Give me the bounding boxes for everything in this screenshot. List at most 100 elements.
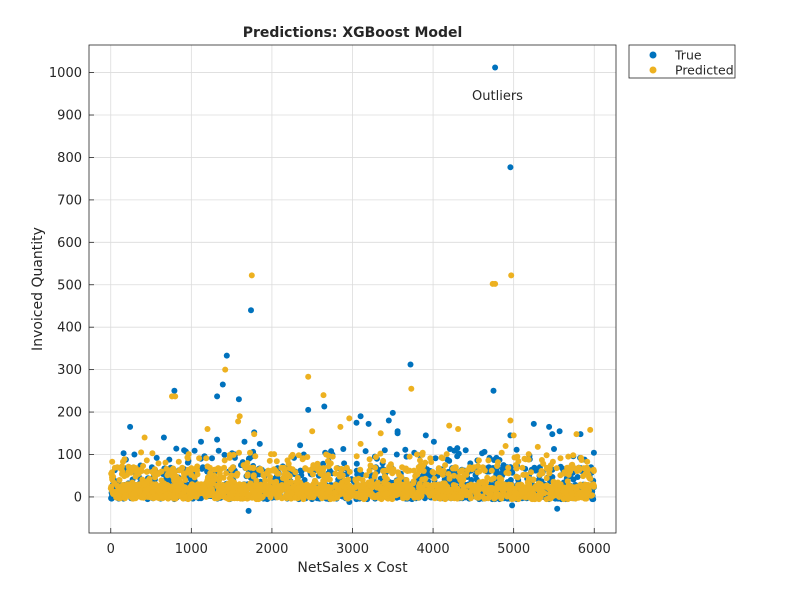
point-true xyxy=(554,505,561,512)
point-predicted xyxy=(203,479,210,486)
point-predicted xyxy=(185,455,191,462)
point-predicted xyxy=(224,480,231,487)
y-tick-label: 500 xyxy=(57,278,82,293)
point-predicted xyxy=(567,486,574,493)
point-predicted xyxy=(221,457,228,464)
point-predicted xyxy=(424,481,431,488)
point-predicted xyxy=(439,471,446,478)
point-predicted xyxy=(491,495,498,502)
point-predicted xyxy=(323,451,330,458)
point-predicted xyxy=(211,466,218,473)
point-predicted xyxy=(466,464,473,471)
point-predicted xyxy=(590,483,597,490)
point-true xyxy=(235,396,242,403)
point-predicted xyxy=(233,472,239,479)
point-predicted xyxy=(310,462,317,469)
point-predicted xyxy=(444,488,451,494)
point-predicted xyxy=(301,486,308,493)
point-predicted xyxy=(282,483,289,490)
point-predicted xyxy=(363,486,369,493)
point-predicted xyxy=(392,482,399,489)
point-true xyxy=(357,413,364,420)
point-predicted xyxy=(255,492,262,499)
x-tick-label: 1000 xyxy=(175,542,208,557)
point-predicted xyxy=(534,443,541,450)
point-true xyxy=(430,438,437,445)
point-predicted xyxy=(325,463,332,470)
point-predicted xyxy=(312,485,318,491)
point-predicted xyxy=(381,479,388,486)
point-predicted xyxy=(569,495,576,502)
point-predicted xyxy=(498,449,505,456)
point-predicted xyxy=(458,494,465,501)
point-true xyxy=(530,420,537,427)
point-predicted xyxy=(459,474,466,481)
point-predicted xyxy=(230,464,236,471)
point-predicted xyxy=(488,467,495,474)
point-predicted xyxy=(538,457,545,463)
point-predicted xyxy=(375,491,382,498)
point-predicted xyxy=(343,464,350,471)
point-predicted xyxy=(129,495,136,502)
point-predicted xyxy=(162,459,169,466)
point-predicted xyxy=(535,486,542,493)
point-predicted xyxy=(554,487,561,494)
point-predicted xyxy=(525,451,532,458)
point-predicted xyxy=(193,493,200,500)
point-predicted xyxy=(144,468,151,475)
series-predicted xyxy=(107,272,597,503)
point-predicted xyxy=(326,488,333,495)
point-predicted xyxy=(234,495,241,502)
y-tick-label: 300 xyxy=(57,363,82,378)
point-predicted xyxy=(329,453,336,460)
point-predicted xyxy=(373,454,379,460)
point-predicted xyxy=(510,495,517,502)
point-predicted xyxy=(357,492,364,499)
legend-label-predicted: Predicted xyxy=(675,63,734,78)
point-true xyxy=(393,451,400,458)
point-predicted xyxy=(511,454,518,461)
point-predicted xyxy=(498,476,505,483)
point-predicted xyxy=(557,481,564,488)
point-true xyxy=(209,455,215,462)
point-predicted xyxy=(268,485,275,492)
point-predicted xyxy=(389,493,396,500)
point-predicted xyxy=(500,481,507,488)
x-tick-label: 0 xyxy=(107,542,115,557)
point-true xyxy=(447,446,453,452)
point-predicted xyxy=(494,459,501,466)
point-true xyxy=(305,406,312,413)
point-predicted xyxy=(247,449,253,456)
point-predicted xyxy=(263,470,270,477)
point-true xyxy=(358,471,365,478)
point-predicted xyxy=(214,492,221,499)
point-predicted xyxy=(489,485,496,491)
point-predicted xyxy=(561,470,568,477)
point-predicted xyxy=(172,393,179,400)
y-tick-label: 400 xyxy=(57,321,82,336)
point-predicted xyxy=(570,452,577,459)
point-predicted xyxy=(194,467,201,474)
point-predicted xyxy=(495,491,502,498)
point-predicted xyxy=(171,468,178,475)
point-true xyxy=(245,507,252,514)
point-predicted xyxy=(445,471,452,477)
point-predicted xyxy=(338,465,345,472)
point-true xyxy=(127,423,134,430)
point-predicted xyxy=(262,477,269,484)
point-predicted xyxy=(286,465,293,472)
point-predicted xyxy=(410,478,417,485)
point-true xyxy=(214,436,221,443)
point-predicted xyxy=(226,454,233,461)
point-true xyxy=(171,387,178,394)
point-predicted xyxy=(517,481,524,488)
point-predicted xyxy=(302,465,309,472)
point-predicted xyxy=(406,453,413,460)
x-tick-label: 5000 xyxy=(497,542,530,557)
point-predicted xyxy=(512,462,519,469)
point-predicted xyxy=(183,486,190,493)
point-predicted xyxy=(273,458,280,465)
point-predicted xyxy=(309,428,316,435)
point-predicted xyxy=(578,457,585,463)
point-predicted xyxy=(446,422,453,429)
